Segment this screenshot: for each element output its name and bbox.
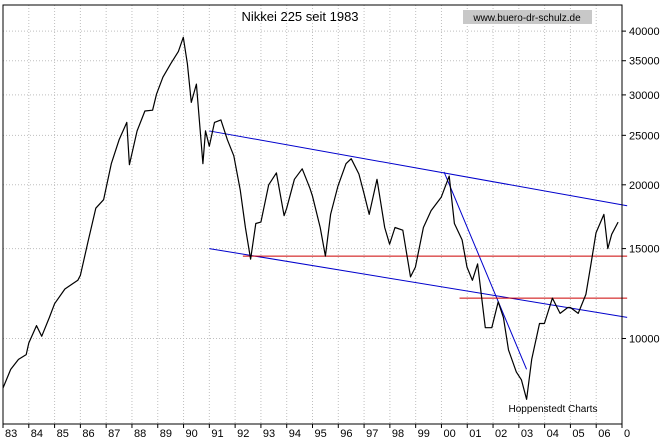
y-tick-label-25000: 25000 [629, 130, 660, 142]
trend-line-1 [209, 130, 628, 207]
x-tick-label-98: 98 [392, 428, 404, 439]
y-tick-label-15000: 15000 [629, 244, 660, 256]
trend-line-3 [443, 171, 528, 370]
x-tick-label-96: 96 [340, 428, 352, 439]
x-tick-label-83: 83 [5, 428, 17, 439]
y-tick-label-30000: 30000 [629, 90, 660, 102]
x-tick-label-05: 05 [572, 428, 584, 439]
x-tick-label-97: 97 [366, 428, 378, 439]
series-layer [2, 36, 619, 400]
x-tick-label-00: 00 [443, 428, 455, 439]
x-tick-label-89: 89 [160, 428, 172, 439]
x-tick-label-86: 86 [82, 428, 94, 439]
trend-lines [209, 130, 628, 370]
x-tick-label-94: 94 [289, 428, 301, 439]
x-tick-label-95: 95 [315, 428, 327, 439]
x-tick-label-01: 01 [469, 428, 481, 439]
grid [2, 5, 623, 424]
chart-title: Nikkei 225 seit 1983 [241, 9, 358, 24]
series-line-1 [2, 36, 619, 400]
x-tick-label-02: 02 [495, 428, 507, 439]
y-tick-label-40000: 40000 [629, 26, 660, 38]
x-tick-label-88: 88 [134, 428, 146, 439]
x-tick-label-92: 92 [237, 428, 249, 439]
x-tick-label-84: 84 [31, 428, 43, 439]
x-tick-label-87: 87 [108, 428, 120, 439]
watermark-background [463, 10, 592, 24]
x-tick-label-06: 06 [598, 428, 610, 439]
x-tick-label-0: 0 [624, 428, 630, 439]
x-tick-label-99: 99 [418, 428, 430, 439]
watermark-text: www.buero-dr-schulz.de [472, 13, 581, 24]
chart-credit: Hoppenstedt Charts [509, 404, 598, 415]
x-axis-tick-labels: 83 84 85 86 87 88 89 90 91 92 93 94 95 96 97 98 99 00 01 02… [2, 424, 630, 439]
y-axis-tick-labels: 10000 15000 20000 25000 30000 35000 40000 [622, 26, 660, 345]
x-tick-label-93: 93 [263, 428, 275, 439]
x-tick-label-85: 85 [57, 428, 69, 439]
trend-line-2 [209, 248, 628, 318]
y-tick-label-20000: 20000 [629, 180, 660, 192]
x-tick-label-03: 03 [521, 428, 533, 439]
x-tick-label-04: 04 [547, 428, 559, 439]
y-tick-label-35000: 35000 [629, 56, 660, 68]
y-tick-label-10000: 10000 [629, 333, 660, 345]
x-tick-label-90: 90 [186, 428, 198, 439]
x-tick-label-91: 91 [211, 428, 223, 439]
